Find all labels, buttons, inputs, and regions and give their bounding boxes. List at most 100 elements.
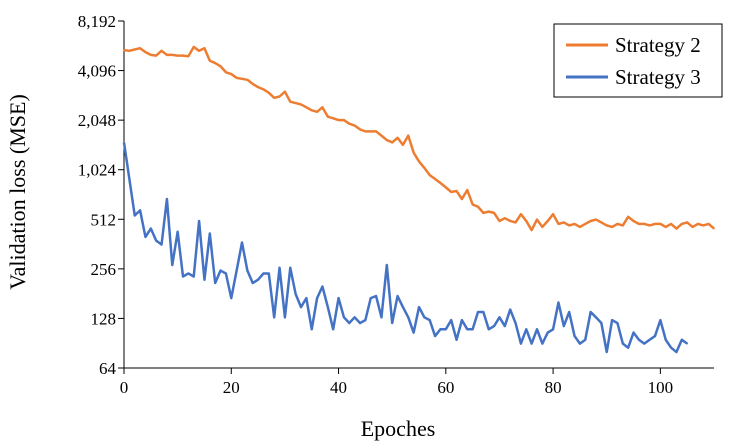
data-point: [702, 224, 705, 227]
data-point: [182, 275, 184, 278]
data-point: [198, 220, 200, 222]
data-point: [611, 319, 613, 321]
y-tick-label: 128: [91, 309, 117, 328]
data-point: [332, 328, 334, 331]
data-point: [123, 141, 125, 144]
data-point: [337, 297, 340, 299]
data-point: [139, 209, 141, 212]
data-point: [273, 316, 275, 319]
data-point: [707, 223, 710, 225]
data-point: [375, 130, 377, 133]
data-point: [504, 217, 506, 219]
data-point: [241, 78, 243, 80]
data-point: [605, 224, 608, 227]
data-point: [310, 109, 313, 112]
data-point: [166, 198, 168, 200]
data-point: [155, 54, 157, 57]
data-point: [627, 346, 629, 349]
data-point: [509, 308, 511, 311]
data-point: [182, 54, 184, 57]
data-point: [471, 328, 474, 331]
legend-label-strategy-3: Strategy 3: [615, 65, 701, 89]
data-point: [160, 243, 163, 246]
x-tick-label: 80: [545, 378, 562, 397]
x-tick-label: 0: [120, 378, 129, 397]
data-point: [573, 335, 576, 337]
data-point: [466, 328, 469, 331]
data-point: [150, 54, 152, 56]
x-tick-label: 100: [648, 378, 674, 397]
data-point: [498, 316, 501, 319]
x-axis: 0 20 40 60 80 100: [120, 367, 714, 397]
data-point: [611, 226, 613, 228]
data-point: [402, 306, 404, 308]
data-point: [359, 322, 361, 324]
data-point: [632, 220, 635, 222]
data-point: [514, 322, 517, 324]
data-point: [321, 285, 324, 288]
data-point: [289, 266, 292, 269]
y-tick-label: 64: [99, 359, 117, 378]
data-point: [123, 49, 125, 51]
data-point: [461, 198, 463, 200]
data-point: [552, 213, 554, 215]
legend-box: [553, 23, 723, 98]
data-point: [450, 191, 452, 193]
data-point: [659, 319, 662, 321]
data-point: [600, 322, 603, 324]
data-point: [257, 278, 259, 281]
data-point: [514, 221, 517, 224]
data-point: [622, 342, 624, 345]
data-point: [192, 275, 195, 278]
data-point: [670, 346, 672, 349]
data-point: [546, 331, 549, 334]
data-point: [353, 124, 356, 127]
data-point: [445, 328, 447, 331]
data-point: [305, 106, 308, 109]
data-point: [648, 338, 651, 341]
data-point: [482, 311, 485, 313]
data-point: [251, 282, 254, 284]
data-point: [546, 220, 549, 222]
data-point: [144, 236, 147, 238]
data-point: [348, 122, 351, 125]
data-point: [380, 316, 383, 319]
data-point: [386, 264, 388, 266]
series-line-strategy-3: [122, 142, 688, 354]
data-point: [300, 103, 302, 106]
data-point: [214, 62, 216, 64]
data-point: [310, 328, 313, 331]
data-point: [321, 106, 324, 109]
data-point: [563, 325, 565, 327]
x-tick-label: 60: [437, 378, 454, 397]
data-point: [536, 218, 538, 221]
data-point: [493, 325, 495, 327]
data-point: [262, 88, 265, 91]
data-point: [144, 51, 147, 53]
data-point: [246, 269, 249, 272]
data-point: [445, 186, 447, 189]
data-point: [268, 92, 270, 94]
data-point: [187, 55, 190, 58]
data-point: [568, 224, 570, 227]
data-point: [589, 311, 592, 313]
data-point: [643, 342, 646, 345]
data-point: [241, 241, 243, 244]
data-point: [128, 50, 131, 52]
data-point: [713, 227, 715, 230]
data-point: [139, 47, 141, 49]
data-point: [675, 227, 678, 230]
data-point: [536, 328, 538, 331]
data-point: [219, 65, 222, 68]
data-point: [595, 218, 597, 221]
data-point: [412, 331, 415, 334]
y-tick-label: 1,024: [78, 161, 117, 180]
data-point: [428, 319, 431, 321]
data-point: [487, 328, 490, 331]
data-point: [364, 130, 367, 133]
series-strategy-2: [123, 45, 715, 232]
data-point: [327, 115, 329, 118]
data-point: [466, 189, 469, 191]
data-point: [214, 282, 216, 284]
data-point: [337, 119, 340, 121]
